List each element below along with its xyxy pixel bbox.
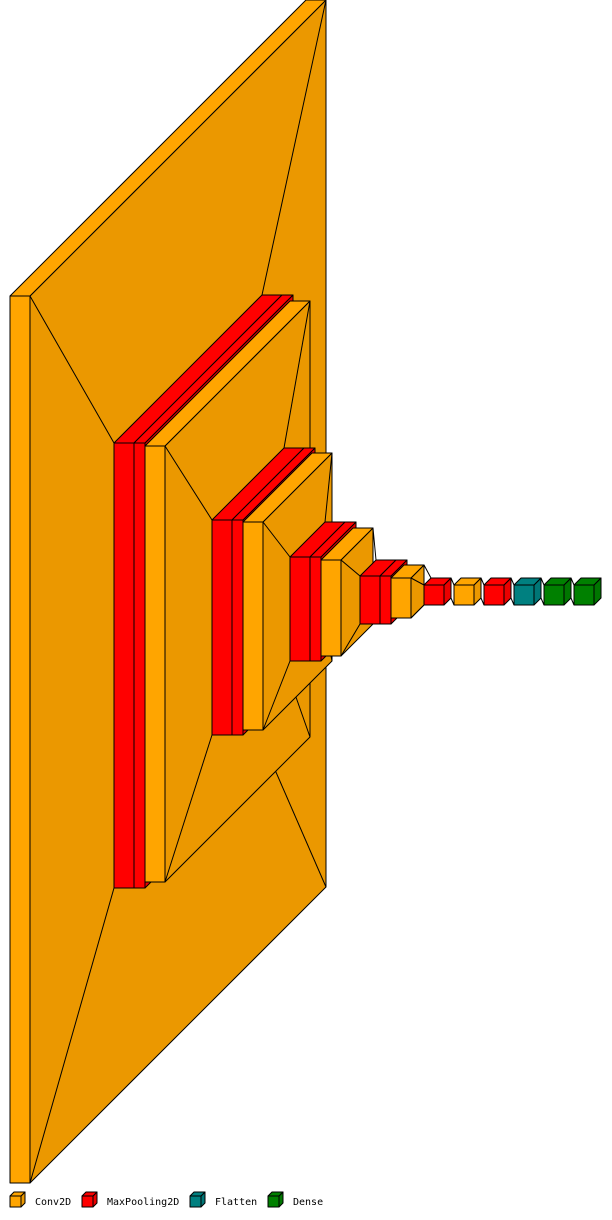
connector-line — [510, 597, 515, 606]
connector-line — [340, 559, 361, 577]
legend-item-maxpooling2d: MaxPooling2D — [81, 1191, 179, 1208]
layer-conv2d-13 — [390, 564, 425, 619]
layer-front-face — [543, 584, 565, 606]
layer-front-face — [242, 521, 264, 731]
layer-maxpooling2d-14 — [423, 577, 452, 606]
connector-line — [410, 604, 425, 619]
layer-front-face — [9, 1195, 22, 1208]
layer-front-face — [320, 559, 342, 657]
legend-swatch-dense — [267, 1191, 284, 1208]
layer-front-face — [231, 519, 244, 736]
layer-front-face — [289, 556, 311, 662]
legend-item-flatten: Flatten — [189, 1191, 257, 1208]
legend-item-dense: Dense — [267, 1191, 323, 1208]
connector-line — [410, 577, 425, 586]
layer-front-face — [453, 584, 475, 606]
layer-front-face — [390, 577, 412, 619]
legend: Conv2D MaxPooling2D Flatten Dense — [9, 1191, 323, 1208]
connector-line — [164, 734, 213, 883]
connector-line — [372, 527, 377, 561]
connector-line — [570, 577, 575, 586]
layer-front-face — [189, 1195, 202, 1208]
layer-dense-19 — [573, 577, 602, 606]
connector-line — [570, 597, 575, 606]
connector-line — [510, 577, 515, 586]
layer-front-face — [423, 584, 445, 606]
layer-front-face — [81, 1195, 94, 1208]
connector-line — [450, 577, 455, 586]
connector-line — [261, 0, 327, 296]
connector-line — [540, 577, 545, 586]
layer-conv2d-15 — [453, 577, 482, 606]
layer-front-face — [9, 295, 31, 1184]
legend-label: Conv2D — [35, 1197, 71, 1208]
layer-dense-18 — [543, 577, 572, 606]
connector-line — [262, 660, 291, 731]
legend-swatch-flatten — [189, 1191, 206, 1208]
layer-front-face — [483, 584, 505, 606]
layer-front-face — [359, 575, 381, 625]
legend-swatch-maxpooling2d — [81, 1191, 98, 1208]
legend-swatch-conv2d — [9, 1191, 26, 1208]
connector-line — [340, 623, 361, 657]
layer-flatten-17 — [513, 577, 542, 606]
connector-line — [283, 300, 311, 449]
connector-line — [164, 445, 213, 521]
layer-front-face — [211, 519, 233, 736]
connector-line — [480, 577, 485, 586]
layer-front-face — [309, 556, 322, 662]
layer-maxpooling2d-16 — [483, 577, 512, 606]
legend-label: Flatten — [215, 1197, 257, 1208]
layers-group — [9, 0, 602, 1184]
legend-label: Dense — [293, 1197, 323, 1208]
connector-line — [262, 521, 291, 558]
layer-front-face — [573, 584, 595, 606]
connector-line — [423, 564, 432, 579]
layer-front-face — [379, 575, 392, 625]
layer-front-face — [267, 1195, 280, 1208]
connector-line — [480, 597, 485, 606]
layer-front-face — [513, 584, 535, 606]
layer-front-face — [113, 442, 135, 889]
connector-line — [29, 295, 115, 444]
connector-line — [324, 452, 333, 523]
connector-line — [540, 597, 545, 606]
legend-label: MaxPooling2D — [107, 1197, 179, 1208]
connector-line — [450, 597, 455, 606]
layer-front-face — [144, 445, 166, 883]
layer-front-face — [133, 442, 146, 889]
connector-line — [29, 887, 115, 1184]
legend-item-conv2d: Conv2D — [9, 1191, 71, 1208]
